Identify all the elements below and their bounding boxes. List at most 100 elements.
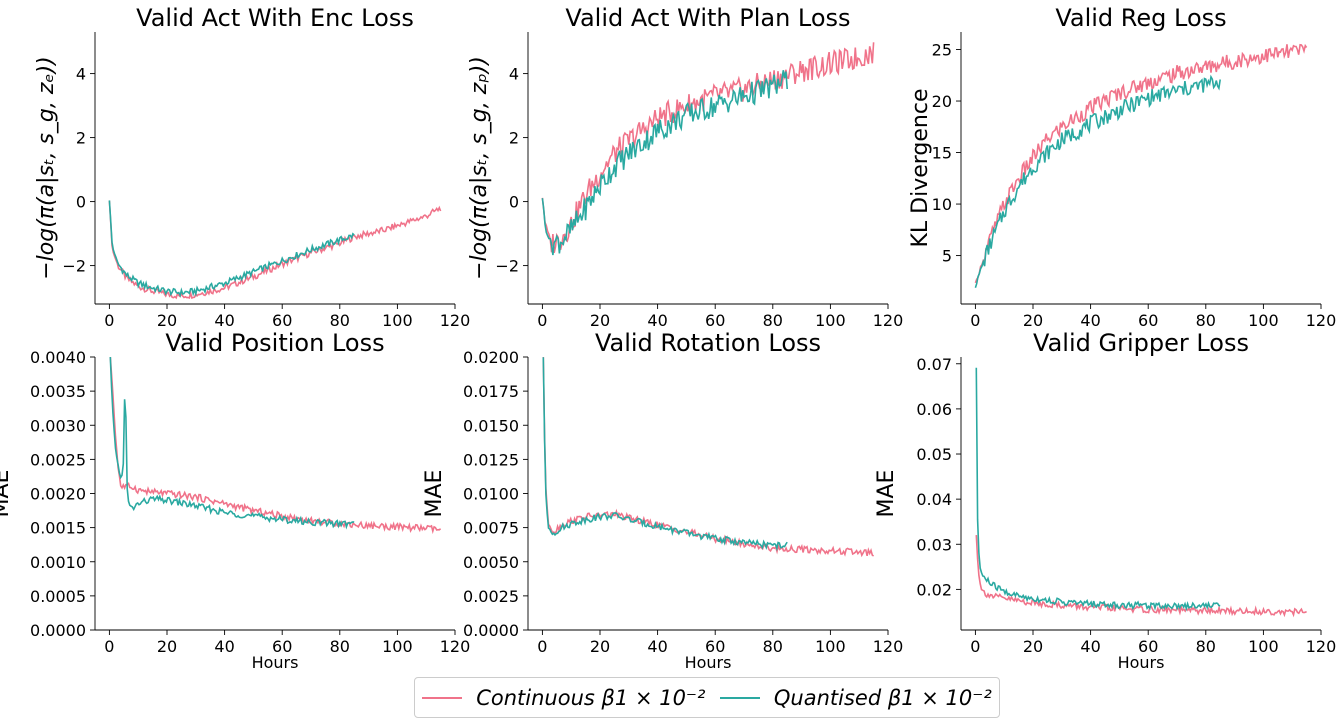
x-axis-label: Hours <box>685 653 732 672</box>
y-tick-label: 0.03 <box>916 535 952 554</box>
x-tick-label: 0 <box>537 311 547 330</box>
series-line-continuous <box>542 357 875 558</box>
x-tick-label: 100 <box>1248 311 1279 330</box>
legend-label-continuous: Continuous β1 × 10⁻² <box>476 685 706 710</box>
x-tick-label: 100 <box>382 311 413 330</box>
chart-6: 0 20 40 60 80 100 120 0.02 0.03 0.04 0.05 0.06 0.07 V… <box>874 329 1336 672</box>
x-tick-label: 20 <box>590 637 610 656</box>
y-tick-label: 0.04 <box>916 490 952 509</box>
y-tick-label: 4 <box>76 65 86 84</box>
x-tick-label: 100 <box>815 637 846 656</box>
series-line-quantised <box>541 70 788 256</box>
y-tick-label: 0.0025 <box>30 450 86 469</box>
x-tick-label: 120 <box>440 637 471 656</box>
y-tick-label: 25 <box>932 41 952 60</box>
x-axis-label: Hours <box>252 653 299 672</box>
x-tick-label: 0 <box>104 637 114 656</box>
legend-label-quantised: Quantised β1 × 10⁻² <box>773 685 992 710</box>
y-tick-label: 2 <box>509 129 519 148</box>
x-tick-label: 40 <box>1080 311 1100 330</box>
series-line-continuous <box>975 535 1307 618</box>
x-tick-label: 60 <box>1138 311 1158 330</box>
chart-title: Valid Rotation Loss <box>595 329 821 357</box>
y-tick-label: 0 <box>509 193 519 212</box>
series-line-quantised <box>975 367 1221 612</box>
x-tick-label: 20 <box>157 637 177 656</box>
y-tick-label: 5 <box>942 247 952 266</box>
legend-item-quantised: Quantised β1 × 10⁻² <box>719 685 992 710</box>
x-tick-label: 20 <box>1023 637 1043 656</box>
series-line-quantised <box>108 200 355 298</box>
x-tick-label: 0 <box>104 311 114 330</box>
x-tick-label: 120 <box>1306 637 1337 656</box>
y-tick-label: 0.06 <box>916 400 952 419</box>
x-tick-label: 0 <box>537 637 547 656</box>
x-tick-label: 100 <box>382 637 413 656</box>
x-tick-label: 80 <box>330 637 350 656</box>
x-tick-label: 120 <box>1306 311 1337 330</box>
y-tick-label: 0.07 <box>916 355 952 374</box>
legend-item-continuous: Continuous β1 × 10⁻² <box>422 686 705 710</box>
x-axis-label: Hours <box>1118 653 1165 672</box>
y-tick-label: 0.0000 <box>463 621 519 640</box>
y-tick-label: 0.0200 <box>463 348 519 367</box>
y-tick-label: 20 <box>932 92 952 111</box>
x-tick-label: 100 <box>1248 637 1279 656</box>
y-tick-label: 0.0075 <box>463 519 519 538</box>
y-tick-label: 0.0030 <box>30 416 86 435</box>
x-tick-label: 40 <box>214 311 234 330</box>
chart-2: 0 20 40 60 80 100 120 −2 0 2 4 Valid Act With Plan … <box>467 4 903 330</box>
legend: Continuous β1 × 10⁻² Quantised β1 × 10⁻² <box>414 677 1000 718</box>
chart-4: 0 20 40 60 80 100 120 0.0000 0.0005 0.0010 0.0015 0… <box>0 329 470 672</box>
y-tick-label: 0.0005 <box>30 587 86 606</box>
y-tick-label: 0.02 <box>916 580 952 599</box>
x-tick-label: 60 <box>705 311 725 330</box>
y-tick-label: 0.0035 <box>30 382 86 401</box>
x-tick-label: 80 <box>763 637 783 656</box>
y-tick-label: 0.0050 <box>463 553 519 572</box>
x-tick-label: 80 <box>1196 311 1216 330</box>
chart-3: 0 20 40 60 80 100 120 5 10 15 20 25 Valid Reg Loss KL… <box>908 4 1336 330</box>
x-tick-label: 80 <box>1196 637 1216 656</box>
y-tick-label: 0.05 <box>916 445 952 464</box>
x-tick-label: 120 <box>873 637 904 656</box>
y-tick-label: 10 <box>932 195 952 214</box>
x-tick-label: 60 <box>272 311 292 330</box>
series-line-quantised <box>542 357 788 552</box>
y-tick-label: 0 <box>76 193 86 212</box>
y-tick-label: 0.0150 <box>463 416 519 435</box>
y-axis-label: MAE <box>874 470 899 518</box>
y-tick-label: 2 <box>76 129 86 148</box>
y-tick-label: −2 <box>62 257 86 276</box>
x-tick-label: 40 <box>214 637 234 656</box>
x-tick-label: 80 <box>330 311 350 330</box>
y-tick-label: 4 <box>509 65 519 84</box>
x-tick-label: 100 <box>815 311 846 330</box>
x-tick-label: 20 <box>157 311 177 330</box>
x-tick-label: 120 <box>873 311 904 330</box>
x-tick-label: 0 <box>970 637 980 656</box>
x-tick-label: 20 <box>1023 311 1043 330</box>
chart-title: Valid Act With Plan Loss <box>565 4 850 32</box>
y-tick-label: 0.0025 <box>463 587 519 606</box>
x-tick-label: 80 <box>763 311 783 330</box>
series-line-continuous <box>108 200 442 300</box>
y-tick-label: 0.0020 <box>30 485 86 504</box>
x-tick-label: 40 <box>647 637 667 656</box>
x-tick-label: 20 <box>590 311 610 330</box>
series-line-continuous <box>109 357 442 535</box>
y-tick-label: 0.0015 <box>30 519 86 538</box>
x-tick-label: 60 <box>705 637 725 656</box>
chart-title: Valid Position Loss <box>165 329 384 357</box>
series-line-quantised <box>109 357 355 530</box>
x-tick-label: 40 <box>647 311 667 330</box>
y-tick-label: 0.0010 <box>30 553 86 572</box>
y-tick-label: 0.0040 <box>30 348 86 367</box>
y-tick-label: 0.0100 <box>463 485 519 504</box>
chart-5: 0 20 40 60 80 100 1200.00000.00250.00500.00750… <box>422 329 903 672</box>
y-tick-label: 0.0125 <box>463 450 519 469</box>
series-line-continuous <box>974 43 1308 284</box>
chart-title: Valid Act With Enc Loss <box>136 4 414 32</box>
legend-swatch-quantised <box>719 696 760 699</box>
